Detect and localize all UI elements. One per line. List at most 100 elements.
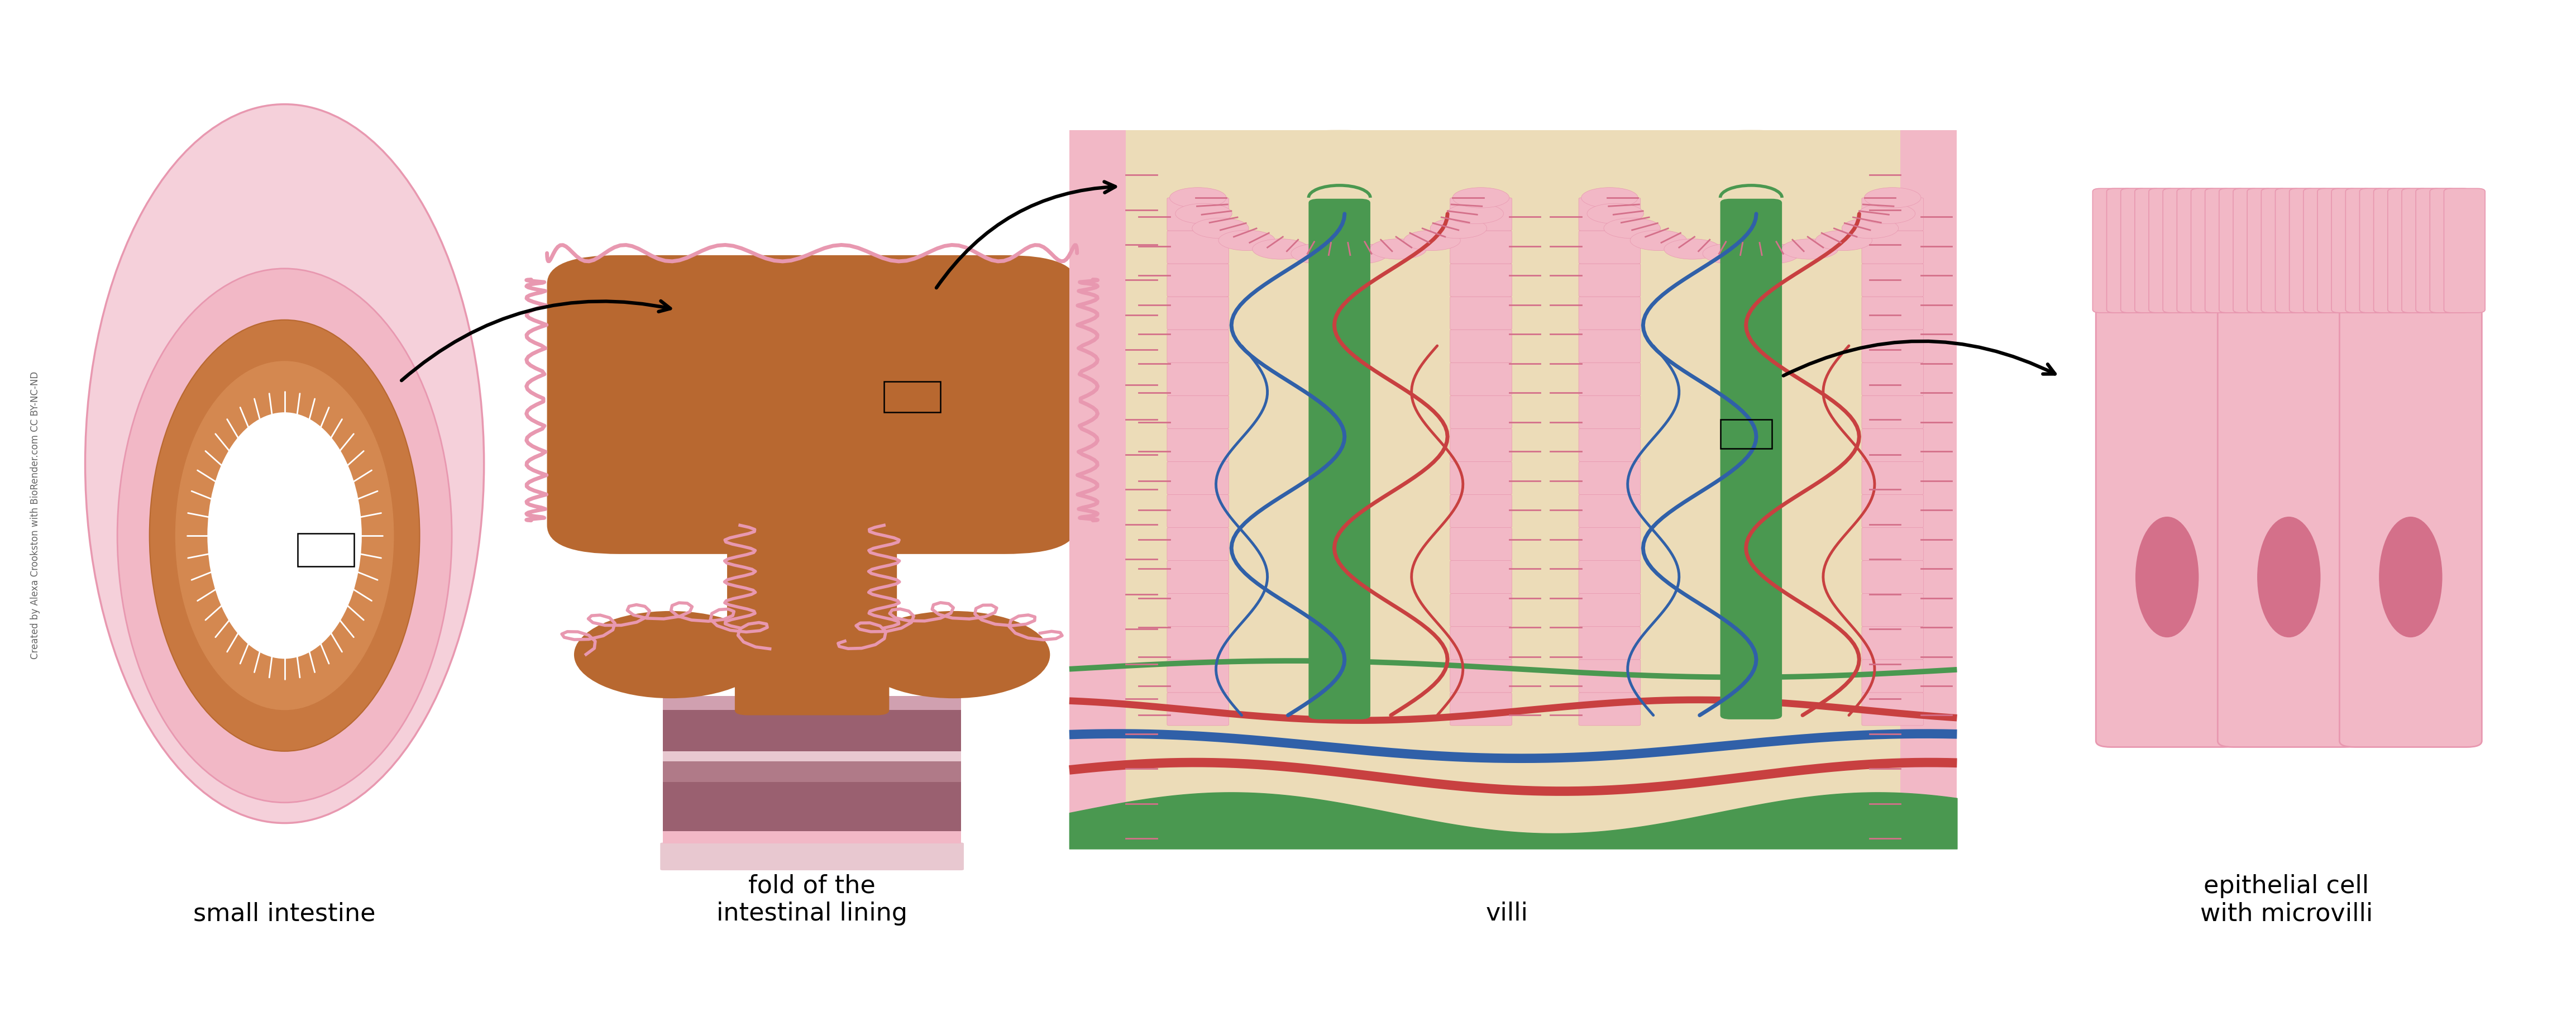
- FancyBboxPatch shape: [2218, 304, 2360, 747]
- Ellipse shape: [1631, 231, 1687, 250]
- FancyBboxPatch shape: [1450, 626, 1512, 659]
- FancyBboxPatch shape: [2136, 188, 2177, 313]
- Text: small intestine: small intestine: [193, 901, 376, 926]
- Bar: [662, 710, 961, 751]
- Ellipse shape: [1193, 218, 1249, 238]
- Ellipse shape: [209, 412, 361, 659]
- FancyBboxPatch shape: [2416, 188, 2458, 313]
- Ellipse shape: [1170, 187, 1226, 208]
- FancyBboxPatch shape: [1579, 330, 1641, 363]
- Ellipse shape: [574, 611, 768, 698]
- FancyBboxPatch shape: [1579, 692, 1641, 725]
- Ellipse shape: [175, 360, 394, 710]
- FancyBboxPatch shape: [1450, 330, 1512, 363]
- Bar: [662, 695, 961, 710]
- FancyBboxPatch shape: [1450, 560, 1512, 593]
- Bar: [1901, 130, 1958, 849]
- FancyBboxPatch shape: [1167, 264, 1229, 297]
- FancyBboxPatch shape: [1167, 527, 1229, 560]
- FancyBboxPatch shape: [1862, 692, 1924, 725]
- Bar: [1721, 419, 1772, 448]
- FancyBboxPatch shape: [1862, 198, 1924, 231]
- Ellipse shape: [1370, 239, 1427, 260]
- FancyBboxPatch shape: [1167, 363, 1229, 396]
- FancyBboxPatch shape: [1862, 593, 1924, 626]
- FancyBboxPatch shape: [1167, 396, 1229, 428]
- FancyBboxPatch shape: [1167, 297, 1229, 330]
- FancyBboxPatch shape: [2192, 188, 2233, 313]
- Ellipse shape: [1783, 239, 1839, 260]
- Ellipse shape: [1703, 243, 1759, 264]
- FancyBboxPatch shape: [1167, 428, 1229, 461]
- FancyBboxPatch shape: [1450, 297, 1512, 330]
- Bar: [662, 782, 961, 831]
- FancyBboxPatch shape: [1450, 692, 1512, 725]
- Bar: [1069, 130, 1958, 849]
- FancyBboxPatch shape: [1450, 198, 1512, 231]
- FancyBboxPatch shape: [2318, 188, 2360, 313]
- FancyBboxPatch shape: [1579, 396, 1641, 428]
- Ellipse shape: [1587, 204, 1643, 224]
- FancyBboxPatch shape: [1862, 461, 1924, 494]
- FancyBboxPatch shape: [2205, 188, 2246, 313]
- Ellipse shape: [2136, 517, 2200, 638]
- FancyBboxPatch shape: [1450, 527, 1512, 560]
- FancyBboxPatch shape: [1167, 626, 1229, 659]
- FancyBboxPatch shape: [1167, 198, 1229, 231]
- FancyBboxPatch shape: [1167, 560, 1229, 593]
- FancyBboxPatch shape: [2347, 188, 2388, 313]
- Ellipse shape: [1605, 218, 1662, 238]
- FancyBboxPatch shape: [1167, 659, 1229, 692]
- Bar: [662, 761, 961, 782]
- FancyBboxPatch shape: [2331, 188, 2372, 313]
- Ellipse shape: [1865, 187, 1922, 208]
- FancyBboxPatch shape: [1862, 626, 1924, 659]
- Ellipse shape: [118, 269, 451, 802]
- FancyBboxPatch shape: [1450, 659, 1512, 692]
- FancyBboxPatch shape: [2092, 188, 2133, 313]
- Ellipse shape: [1842, 218, 1899, 238]
- FancyBboxPatch shape: [1579, 626, 1641, 659]
- Ellipse shape: [1582, 187, 1638, 208]
- FancyBboxPatch shape: [1579, 461, 1641, 494]
- FancyBboxPatch shape: [1450, 461, 1512, 494]
- FancyBboxPatch shape: [1862, 527, 1924, 560]
- FancyBboxPatch shape: [1579, 428, 1641, 461]
- Ellipse shape: [1453, 187, 1510, 208]
- Ellipse shape: [2257, 517, 2321, 638]
- FancyBboxPatch shape: [2445, 188, 2486, 313]
- FancyBboxPatch shape: [1862, 428, 1924, 461]
- Bar: [1069, 130, 1958, 849]
- FancyBboxPatch shape: [2164, 188, 2205, 313]
- FancyBboxPatch shape: [1579, 231, 1641, 264]
- FancyBboxPatch shape: [2120, 188, 2161, 313]
- Ellipse shape: [1816, 231, 1873, 250]
- Ellipse shape: [1582, 130, 1922, 266]
- FancyBboxPatch shape: [2401, 188, 2442, 313]
- FancyBboxPatch shape: [2339, 304, 2481, 747]
- FancyBboxPatch shape: [2246, 188, 2287, 313]
- FancyBboxPatch shape: [2429, 188, 2470, 313]
- FancyBboxPatch shape: [2097, 304, 2239, 747]
- Bar: [662, 831, 961, 844]
- Bar: [884, 381, 940, 412]
- Ellipse shape: [1860, 204, 1914, 224]
- Bar: [1069, 725, 1958, 849]
- FancyBboxPatch shape: [2148, 188, 2190, 313]
- FancyBboxPatch shape: [2372, 188, 2414, 313]
- FancyBboxPatch shape: [1450, 494, 1512, 527]
- FancyBboxPatch shape: [2262, 188, 2303, 313]
- FancyBboxPatch shape: [1450, 231, 1512, 264]
- FancyBboxPatch shape: [659, 843, 963, 870]
- FancyBboxPatch shape: [1167, 692, 1229, 725]
- FancyBboxPatch shape: [2275, 188, 2316, 313]
- FancyBboxPatch shape: [1582, 198, 1922, 725]
- FancyBboxPatch shape: [2218, 188, 2259, 313]
- FancyBboxPatch shape: [1579, 659, 1641, 692]
- FancyBboxPatch shape: [734, 628, 889, 715]
- Ellipse shape: [149, 320, 420, 751]
- Ellipse shape: [858, 611, 1051, 698]
- FancyBboxPatch shape: [2388, 188, 2429, 313]
- Ellipse shape: [1744, 243, 1801, 264]
- FancyBboxPatch shape: [1450, 593, 1512, 626]
